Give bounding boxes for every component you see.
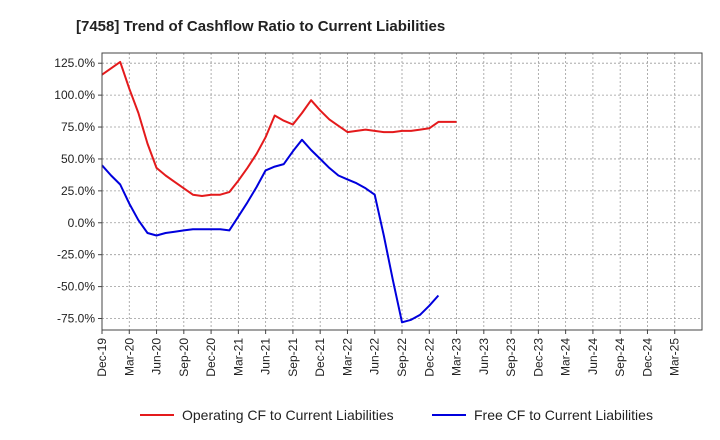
x-tick-labels: Dec-19 Mar-20 Jun-20 Sep-20 Dec-20 Mar-21 Jun-… (95, 330, 682, 377)
y-tick-label: 75.0% (61, 120, 95, 134)
x-tick-label: Dec-19 (95, 338, 109, 377)
chart-title: [7458] Trend of Cashflow Ratio to Curren… (76, 18, 445, 35)
x-tick-label: Sep-22 (395, 338, 409, 377)
x-tick-label: Dec-21 (313, 338, 327, 377)
x-tick-label: Dec-20 (204, 338, 218, 377)
y-tick-label: -25.0% (57, 248, 95, 262)
x-tick-label: Sep-21 (286, 338, 300, 377)
x-tick-label: Sep-24 (613, 338, 627, 377)
legend-label-1: Free CF to Current Liabilities (474, 407, 653, 423)
x-tick-label: Jun-20 (150, 338, 164, 375)
x-tick-label: Dec-22 (422, 338, 436, 377)
x-tick-label: Jun-24 (586, 338, 600, 375)
x-tick-label: Jun-23 (477, 338, 491, 375)
series-lines (101, 60, 457, 324)
x-tick-label: Jun-22 (368, 338, 382, 375)
y-tick-labels: 125.0% 100.0% 75.0% 50.0% 25.0% 0.0% -25.0% -50… (54, 56, 102, 326)
x-tick-label: Jun-21 (259, 338, 273, 375)
y-tick-label: 0.0% (68, 216, 96, 230)
y-tick-label: 100.0% (54, 88, 95, 102)
x-tick-label: Mar-22 (340, 338, 354, 376)
x-tick-label: Sep-23 (504, 338, 518, 377)
y-tick-label: 25.0% (61, 184, 95, 198)
legend: Operating CF to Current Liabilities Free … (140, 407, 653, 423)
y-tick-label: -75.0% (57, 312, 95, 326)
x-tick-label: Sep-20 (177, 338, 191, 377)
y-tick-label: 50.0% (61, 152, 95, 166)
x-tick-label: Mar-20 (122, 338, 136, 376)
x-tick-label: Mar-23 (450, 338, 464, 376)
legend-label-0: Operating CF to Current Liabilities (182, 407, 394, 423)
x-tick-label: Mar-24 (559, 338, 573, 376)
x-tick-label: Mar-25 (668, 338, 682, 376)
x-tick-label: Dec-23 (531, 338, 545, 377)
y-tick-label: -50.0% (57, 280, 95, 294)
y-tick-label: 125.0% (54, 56, 95, 70)
x-tick-label: Dec-24 (640, 338, 654, 377)
series-line-0 (101, 60, 457, 197)
x-tick-label: Mar-21 (231, 338, 245, 376)
series-line-1 (101, 138, 440, 324)
grid-lines (101, 53, 702, 330)
